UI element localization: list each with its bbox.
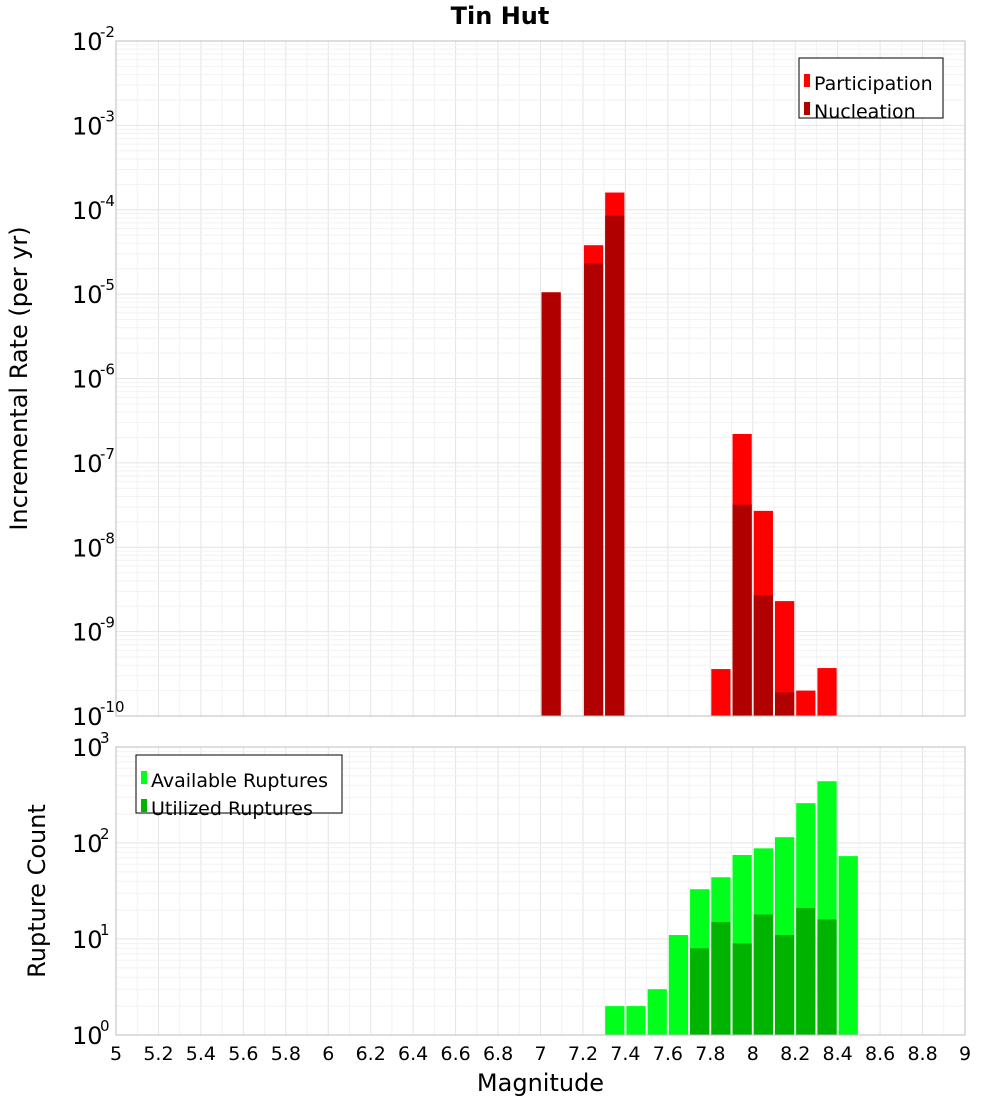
top-grid [115, 40, 966, 717]
nucleation-bar [774, 692, 795, 716]
utilized-ruptures-bar [817, 919, 837, 1035]
y-tick-exponent: -10 [100, 698, 125, 716]
y-tick-label: 10 [72, 450, 103, 478]
x-tick-label: 5.6 [228, 1043, 258, 1065]
participation-bar [796, 690, 816, 716]
x-tick-label: 6.2 [356, 1043, 386, 1065]
y-tick-exponent: -6 [100, 361, 115, 379]
utilized-ruptures-bar [711, 922, 731, 1035]
legend-label-available-ruptures: Available Ruptures [151, 770, 328, 792]
utilized-ruptures-bar [732, 943, 752, 1035]
x-tick-label: 8.8 [907, 1043, 937, 1065]
y-tick-label: 10 [72, 197, 103, 225]
utilized-ruptures-bar [774, 935, 795, 1035]
available-ruptures-bar [626, 1006, 646, 1035]
x-tick-label: 5.4 [186, 1043, 216, 1065]
nucleation-bar [732, 504, 752, 716]
y-tick-label: 10 [72, 619, 103, 647]
legend-label-nucleation: Nucleation [814, 101, 916, 123]
y-tick-label: 10 [72, 281, 103, 309]
top-y-axis-label: Incremental Rate (per yr) [5, 226, 33, 530]
participation-bar [774, 601, 795, 716]
utilized-ruptures-bar [753, 914, 773, 1035]
y-tick-label: 10 [72, 366, 103, 394]
y-tick-label: 10 [72, 28, 103, 56]
y-tick-label: 10 [72, 926, 103, 954]
bottom-plot-frame [115, 746, 966, 1036]
nucleation-bar [541, 292, 561, 716]
bottom-y-axis-label: Rupture Count [23, 804, 51, 978]
y-tick-exponent: 3 [100, 729, 110, 747]
x-tick-label: 8 [747, 1043, 759, 1065]
legend-swatch-participation [804, 74, 810, 87]
x-tick-label: 7.6 [653, 1043, 683, 1065]
x-tick-label: 6 [322, 1043, 334, 1065]
x-tick-label: 6.4 [398, 1043, 428, 1065]
x-tick-label: 5 [110, 1043, 122, 1065]
x-tick-label: 8.2 [780, 1043, 810, 1065]
y-tick-label: 10 [72, 1022, 103, 1050]
participation-bar [817, 668, 837, 716]
x-tick-label: 7.8 [695, 1043, 725, 1065]
y-tick-exponent: 2 [100, 825, 110, 843]
legend-label-utilized-ruptures: Utilized Ruptures [151, 798, 313, 820]
legend-swatch-available-ruptures [141, 771, 147, 784]
top-legend: Participation Nucleation [798, 57, 944, 123]
y-tick-label: 10 [72, 830, 103, 858]
y-tick-exponent: -5 [100, 276, 115, 294]
y-tick-exponent: -7 [100, 445, 115, 463]
x-tick-label: 8.6 [865, 1043, 895, 1065]
x-tick-label: 5.2 [143, 1043, 173, 1065]
legend-swatch-nucleation [804, 102, 810, 115]
utilized-ruptures-bar [690, 948, 710, 1035]
available-ruptures-bar [647, 989, 667, 1035]
x-tick-label: 7.2 [568, 1043, 598, 1065]
legend-swatch-utilized-ruptures [141, 799, 147, 812]
y-tick-label: 10 [72, 734, 103, 762]
x-axis-label: Magnitude [477, 1069, 604, 1097]
x-tick-label: 7 [534, 1043, 546, 1065]
nucleation-bar [583, 263, 604, 716]
x-tick-label: 7.4 [610, 1043, 640, 1065]
y-tick-exponent: 0 [100, 1017, 110, 1035]
bottom-legend-box [135, 754, 343, 814]
legend-label-participation: Participation [814, 73, 933, 95]
y-tick-exponent: -2 [100, 23, 115, 41]
chart-title: Tin Hut [451, 2, 550, 30]
top-plot-frame [115, 40, 966, 717]
available-ruptures-bar [838, 856, 858, 1035]
x-tick-labels: 5 5.2 5.4 5.6 5.8 6 6.2 6.4 6.6 6.8 7 7.2 7.4 7.6 7.8 8… [110, 1043, 971, 1065]
y-tick-exponent: -3 [100, 107, 115, 125]
top-legend-box [798, 57, 944, 119]
x-tick-label: 8.4 [823, 1043, 853, 1065]
nucleation-bar [753, 595, 773, 716]
x-tick-label: 6.6 [440, 1043, 470, 1065]
available-ruptures-bar [668, 935, 689, 1035]
y-tick-label: 10 [72, 703, 103, 731]
utilized-ruptures-bars [690, 908, 837, 1035]
available-ruptures-bar [605, 1006, 625, 1035]
y-tick-exponent: -8 [100, 529, 115, 547]
utilized-ruptures-bar [796, 908, 816, 1035]
nucleation-bar [605, 215, 625, 717]
x-tick-label: 5.8 [271, 1043, 301, 1065]
y-tick-exponent: -9 [100, 614, 115, 632]
x-tick-label: 9 [959, 1043, 971, 1065]
nucleation-bars [541, 215, 795, 717]
y-tick-exponent: -4 [100, 192, 115, 210]
bottom-legend: Available Ruptures Utilized Ruptures [135, 754, 343, 820]
y-tick-label: 10 [72, 534, 103, 562]
x-tick-label: 6.8 [483, 1043, 513, 1065]
participation-bar [711, 669, 731, 716]
y-tick-exponent: 1 [100, 921, 110, 939]
y-tick-label: 10 [72, 112, 103, 140]
